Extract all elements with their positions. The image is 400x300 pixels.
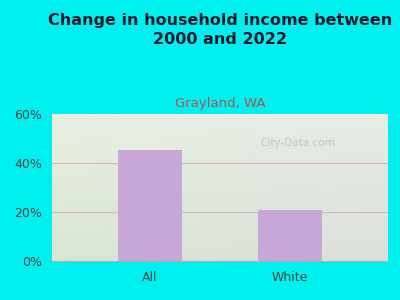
Bar [118,149,182,261]
Text: City-Data.com: City-Data.com [260,138,335,148]
Text: Grayland, WA: Grayland, WA [175,98,265,110]
Bar [258,209,322,261]
Text: Change in household income between
2000 and 2022: Change in household income between 2000 … [48,14,392,47]
